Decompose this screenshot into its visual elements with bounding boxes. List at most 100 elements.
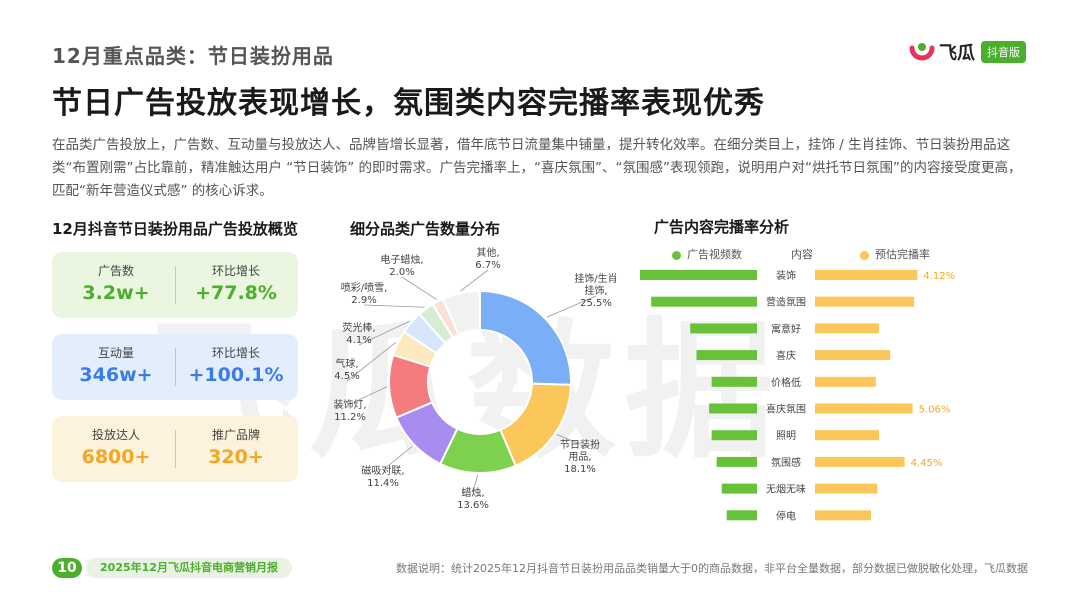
pie-label-line: 用品, — [568, 451, 591, 463]
overview-card: 互动量 346w+ 环比增长 +100.1% — [52, 334, 298, 400]
category-label: 价格低 — [771, 376, 801, 389]
feigua-logo-icon — [909, 43, 935, 61]
pie-label: 荧光棒, 4.1% — [342, 321, 375, 346]
overview-card: 广告数 3.2w+ 环比增长 +77.8% — [52, 252, 298, 318]
legend-dot-yellow — [860, 250, 869, 260]
card-left-value: 6800+ — [81, 446, 151, 468]
pie-label-line: 装饰灯, — [333, 398, 366, 411]
bar-video-count — [640, 270, 757, 280]
brand-logo: 飞瓜 抖音版 — [909, 38, 1026, 66]
intro-paragraph: 在品类广告投放上，广告数、互动量与投放达人、品牌皆增长显著，借年底节日流量集中铺… — [52, 137, 1022, 199]
bar-completion-rate — [815, 483, 878, 494]
category-title: 12月重点品类：节日装扮用品 — [52, 44, 334, 68]
bar-video-count — [696, 350, 757, 361]
pie-label: 其他, 6.7% — [475, 246, 500, 271]
category-label: 喜庆 — [776, 349, 796, 362]
pie-leader-line — [358, 320, 410, 346]
pie-label-line: 6.7% — [475, 260, 500, 271]
pie-leader-line — [382, 445, 413, 471]
page-number: 10 — [52, 558, 82, 578]
pie-label-line: 挂饰, — [584, 284, 607, 297]
bar-completion-rate — [815, 350, 891, 361]
pie-leader-line — [349, 386, 388, 405]
legend-completion-rate: 预估完播率 — [860, 246, 930, 262]
pie-leader-line — [472, 474, 479, 493]
bar-video-count — [726, 510, 757, 521]
pie-label: 气球, 4.5% — [334, 357, 359, 382]
pie-slice — [479, 289, 572, 386]
card-divider — [175, 348, 176, 386]
bars-title: 广告内容完播率分析 — [654, 218, 790, 236]
pie-label-line: 荧光棒, — [342, 321, 375, 334]
pie-label-line: 气球, — [335, 357, 358, 370]
card-right-label: 推广品牌 — [211, 428, 260, 442]
overview-title: 12月抖音节日装扮用品广告投放概览 — [52, 220, 298, 238]
card-right: 环比增长 +77.8% — [176, 262, 296, 304]
pie-label-line: 2.0% — [389, 267, 414, 278]
category-label: 无烟无味 — [766, 483, 806, 496]
donut-chart: 挂饰/生肖挂饰, 25.5%节日装扮用品, 18.1%蜡烛, 13.6%磁吸对联, 11… — [333, 246, 617, 511]
value-label: 4.45% — [911, 458, 943, 469]
donut-title: 细分品类广告数量分布 — [350, 220, 501, 238]
logo-badge: 抖音版 — [981, 41, 1026, 63]
card-right: 推广品牌 320+ — [176, 426, 296, 468]
bar-video-count — [651, 296, 757, 307]
pie-leader-line — [346, 341, 397, 382]
pie-label: 蜡烛, 13.6% — [457, 486, 489, 511]
card-right-label: 环比增长 — [211, 346, 260, 360]
value-label: 4.12% — [923, 271, 955, 282]
card-right-value: +77.8% — [195, 282, 277, 304]
bar-video-count — [711, 430, 757, 441]
card-right-value: 320+ — [208, 446, 264, 468]
card-divider — [175, 430, 176, 468]
card-divider — [175, 266, 176, 304]
overview-card: 投放达人 6800+ 推广品牌 320+ — [52, 416, 298, 482]
bar-completion-rate — [815, 323, 879, 334]
bar-video-count — [716, 456, 757, 467]
bar-video-count — [711, 376, 757, 387]
card-left-value: 3.2w+ — [82, 282, 150, 304]
pie-label-line: 磁吸对联, — [361, 464, 404, 477]
bar-completion-rate — [815, 456, 905, 467]
category-label: 氛围感 — [771, 456, 801, 469]
bar-completion-rate — [815, 376, 876, 387]
card-left-label: 投放达人 — [91, 428, 140, 442]
bar-video-count — [690, 323, 757, 334]
card-left: 广告数 3.2w+ — [56, 262, 176, 304]
report-name: 2025年12月飞瓜抖音电商营销月报 — [86, 558, 292, 578]
page-title: 节日广告投放表现增长，氛围类内容完播率表现优秀 — [52, 86, 765, 121]
card-left: 投放达人 6800+ — [56, 426, 176, 468]
pie-label: 电子蜡烛, 2.0% — [380, 253, 423, 278]
category-label: 寓意好 — [771, 322, 801, 335]
pie-label-line: 25.5% — [580, 298, 612, 309]
category-label: 装饰 — [776, 269, 796, 282]
bar-completion-rate — [815, 296, 915, 307]
bar-completion-rate — [815, 510, 871, 521]
pie-label: 磁吸对联, 11.4% — [361, 464, 404, 489]
pie-label-line: 11.2% — [334, 412, 366, 423]
category-label: 喜庆氛围 — [766, 403, 806, 416]
card-left-value: 346w+ — [79, 364, 153, 386]
pie-label-line: 其他, — [476, 246, 499, 259]
pie-label: 装饰灯, 11.2% — [333, 398, 366, 423]
logo-text: 飞瓜 — [939, 43, 975, 64]
legend-video-count: 广告视频数 — [672, 246, 742, 262]
pie-leader-line — [546, 295, 597, 318]
category-label: 营造氛围 — [766, 296, 806, 309]
card-right-label: 环比增长 — [211, 264, 260, 278]
bar-completion-rate — [815, 430, 879, 441]
pie-leader-line — [401, 276, 437, 301]
pie-label-line: 11.4% — [367, 478, 399, 489]
category-label: 停电 — [776, 509, 796, 522]
pie-slice — [441, 289, 481, 336]
pie-label: 节日装扮用品, 18.1% — [560, 438, 600, 475]
card-left-label: 互动量 — [97, 346, 134, 360]
pie-label: 喷彩/喷雪, 2.9% — [341, 282, 388, 306]
pie-label-line: 4.5% — [334, 371, 359, 382]
pie-label-line: 电子蜡烛, — [380, 253, 423, 266]
pie-label-line: 挂饰/生肖 — [574, 272, 617, 285]
bar-completion-rate — [815, 403, 913, 414]
card-left-label: 广告数 — [97, 264, 134, 278]
data-note: 数据说明：统计2025年12月抖音节日装扮用品品类销量大于0的商品数据，非平台全… — [396, 562, 1028, 575]
